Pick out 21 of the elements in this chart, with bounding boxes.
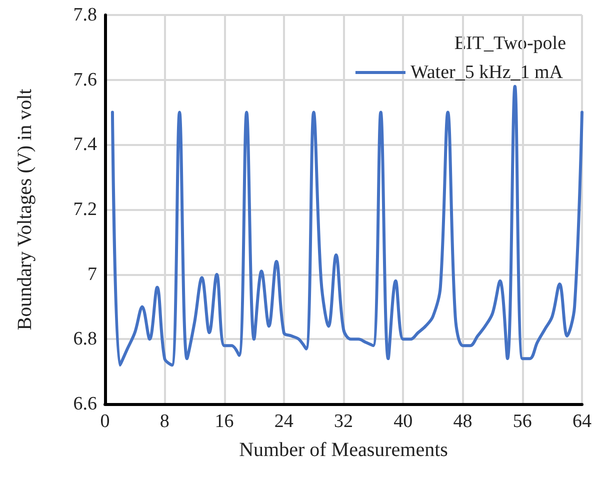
y-axis-title: Boundary Voltages (V) in volt bbox=[14, 88, 36, 330]
y-tick-label: 7.2 bbox=[73, 199, 97, 220]
y-tick-label: 7.6 bbox=[73, 69, 97, 90]
x-axis-title: Number of Measurements bbox=[239, 439, 448, 461]
x-tick-label: 32 bbox=[334, 411, 353, 432]
legend-label: Water_5 kHz_1 mA bbox=[410, 62, 564, 83]
x-tick-label: 56 bbox=[512, 411, 532, 432]
x-tick-label: 64 bbox=[572, 411, 592, 432]
x-tick-label: 16 bbox=[214, 411, 234, 432]
x-tick-label: 24 bbox=[274, 411, 294, 432]
line-series bbox=[110, 84, 584, 367]
y-tick-label: 6.8 bbox=[73, 328, 97, 350]
legend-title: EIT_Two-pole bbox=[454, 33, 566, 54]
y-tick-label: 7.8 bbox=[73, 4, 97, 26]
x-tick-label: 8 bbox=[160, 411, 170, 432]
x-tick-label: 48 bbox=[453, 411, 472, 432]
y-tick-label: 7.4 bbox=[73, 134, 98, 156]
y-tick-label: 6.6 bbox=[73, 394, 97, 414]
y-tick-label: 7 bbox=[88, 264, 97, 285]
x-tick-label: 0 bbox=[100, 411, 110, 432]
x-tick-label: 40 bbox=[394, 411, 413, 432]
